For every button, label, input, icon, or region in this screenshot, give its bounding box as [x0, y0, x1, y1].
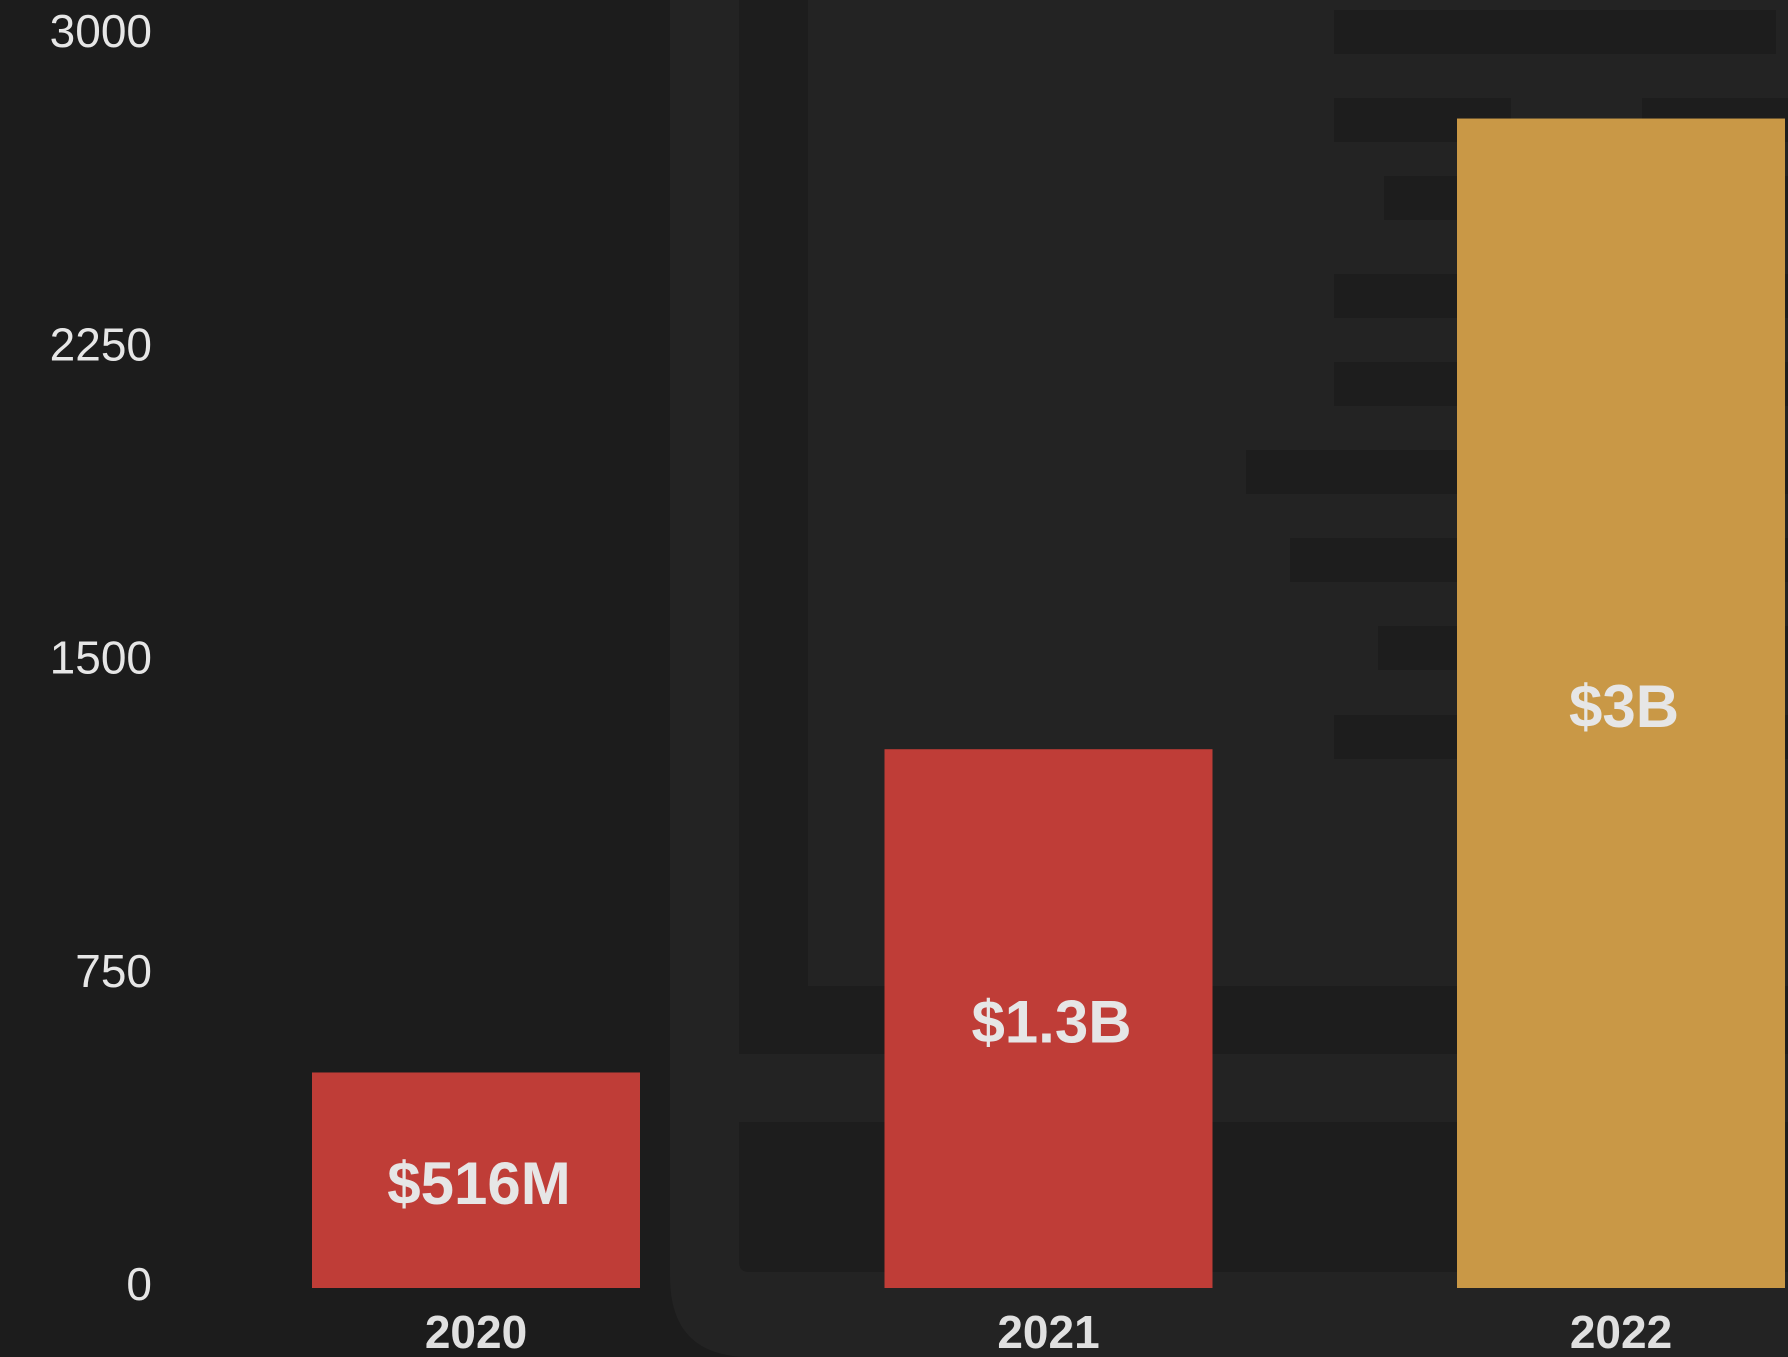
- bar: [884, 749, 1213, 1288]
- x-tick-label: 2021: [997, 1306, 1099, 1357]
- value-label: $516M: [387, 1150, 570, 1217]
- x-tick-label: 2020: [425, 1306, 527, 1357]
- x-tick-label: 2022: [1570, 1306, 1672, 1357]
- bar: [1457, 118, 1785, 1289]
- y-tick-label: 0: [126, 1258, 152, 1310]
- value-label: $1.3B: [971, 988, 1131, 1055]
- bar: [312, 1072, 640, 1288]
- value-label: $3B: [1569, 673, 1679, 740]
- y-tick-label: 2250: [50, 318, 152, 370]
- y-tick-label: 750: [75, 945, 152, 997]
- y-tick-label: 3000: [50, 5, 152, 57]
- y-tick-label: 1500: [50, 632, 152, 684]
